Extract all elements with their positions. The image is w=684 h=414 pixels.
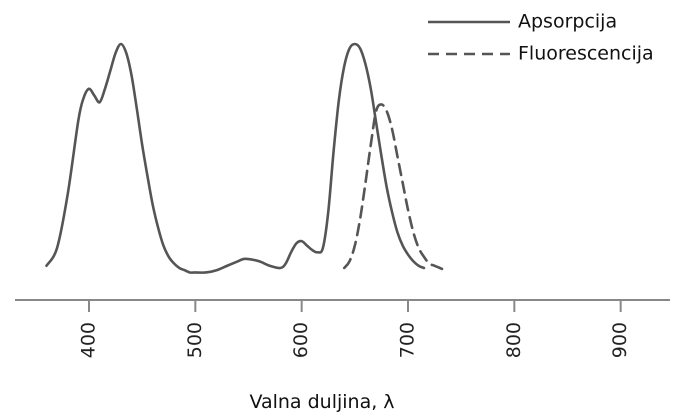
x-tick-label-400: 400 bbox=[78, 322, 100, 358]
legend-label-apsorpcija: Apsorpcija bbox=[518, 11, 617, 33]
x-tick-label-700: 700 bbox=[397, 322, 419, 358]
series-layer bbox=[45, 42, 447, 274]
plot-area: 400 500 600 700 800 900 bbox=[15, 42, 670, 358]
x-tick-label-900: 900 bbox=[609, 322, 631, 358]
x-tick-label-600: 600 bbox=[290, 322, 312, 358]
series-line-fluorescencija bbox=[342, 103, 447, 272]
legend-label-fluorescencija: Fluorescencija bbox=[518, 43, 654, 65]
legend: Apsorpcija Fluorescencija bbox=[428, 11, 654, 65]
x-tick-label-800: 800 bbox=[503, 322, 525, 358]
x-axis-title: Valna duljina, λ bbox=[249, 391, 394, 413]
x-ticks: 400 500 600 700 800 900 bbox=[78, 300, 631, 358]
x-tick-label-500: 500 bbox=[184, 322, 206, 358]
series-line-apsorpcija bbox=[45, 42, 426, 274]
